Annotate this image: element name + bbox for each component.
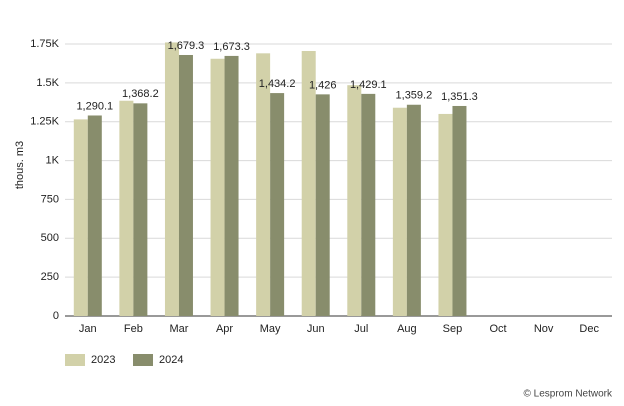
source: © Lesprom Network bbox=[523, 389, 613, 400]
bar bbox=[452, 105, 467, 317]
bar bbox=[392, 107, 407, 317]
data-label: 1,351.3 bbox=[441, 91, 478, 103]
y-axis-label: thous. m3 bbox=[14, 141, 26, 189]
data-label: 1,290.1 bbox=[76, 100, 113, 112]
bar bbox=[315, 94, 330, 316]
bar bbox=[270, 93, 285, 316]
x-tick-label: Oct bbox=[489, 323, 506, 335]
x-tick-label: Nov bbox=[534, 323, 554, 335]
y-tick-label: 750 bbox=[41, 193, 59, 205]
y-tick-label: 500 bbox=[41, 232, 59, 244]
x-tick-label: Apr bbox=[216, 323, 233, 335]
x-tick-label: Sep bbox=[443, 323, 463, 335]
bar bbox=[301, 50, 316, 316]
bar bbox=[73, 119, 88, 316]
bar bbox=[210, 58, 225, 316]
legend-label: 2023 bbox=[91, 354, 115, 366]
data-label: 1,368.2 bbox=[122, 88, 159, 100]
x-tick-label: May bbox=[260, 323, 281, 335]
legend-label: 2024 bbox=[159, 354, 183, 366]
data-label: 1,429.1 bbox=[350, 79, 387, 91]
y-tick-label: 1.5K bbox=[36, 77, 59, 89]
data-label: 1,426 bbox=[309, 79, 337, 91]
x-tick-label: Jul bbox=[354, 323, 368, 335]
bar bbox=[347, 85, 362, 316]
y-tick-label: 0 bbox=[53, 310, 59, 322]
data-label: 1,359.2 bbox=[396, 90, 433, 102]
x-tick-label: Mar bbox=[169, 323, 188, 335]
bar bbox=[438, 113, 453, 316]
y-tick-label: 250 bbox=[41, 271, 59, 283]
bar bbox=[406, 104, 421, 316]
bar bbox=[133, 103, 148, 317]
bar bbox=[178, 54, 193, 316]
bar bbox=[256, 53, 271, 316]
x-tick-label: Jun bbox=[307, 323, 325, 335]
x-tick-label: Jan bbox=[79, 323, 97, 335]
bar bbox=[224, 55, 239, 316]
bar bbox=[361, 93, 376, 316]
y-tick-label: 1.25K bbox=[30, 116, 59, 128]
data-label: 1,434.2 bbox=[259, 78, 296, 90]
x-tick-label: Dec bbox=[579, 323, 599, 335]
y-tick-label: 1K bbox=[46, 154, 60, 166]
x-tick-label: Feb bbox=[124, 323, 143, 335]
bar bbox=[164, 42, 179, 317]
y-tick-label: 1.75K bbox=[30, 38, 59, 50]
x-tick-label: Aug bbox=[397, 323, 417, 335]
legend-swatch bbox=[133, 354, 153, 366]
bar bbox=[119, 100, 134, 316]
data-label: 1,673.3 bbox=[213, 41, 250, 53]
data-label: 1,679.3 bbox=[168, 40, 205, 52]
legend-swatch bbox=[65, 354, 85, 366]
bar bbox=[87, 115, 102, 316]
